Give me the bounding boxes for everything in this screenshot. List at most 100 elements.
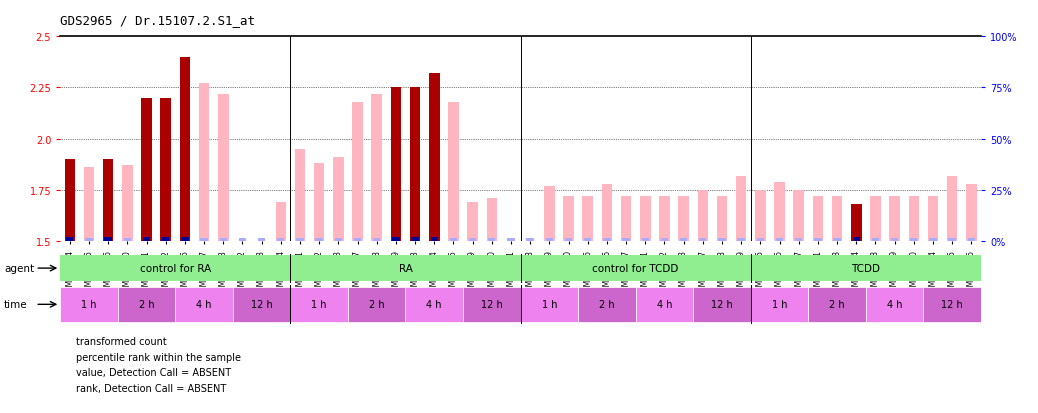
Bar — [774, 182, 785, 242]
Bar — [736, 176, 746, 242]
Bar — [239, 239, 246, 242]
Bar — [891, 239, 898, 242]
Text: 2 h: 2 h — [829, 299, 845, 309]
Bar — [449, 239, 457, 242]
Bar — [967, 239, 975, 242]
Bar — [831, 197, 842, 242]
Bar — [908, 197, 919, 242]
Bar — [678, 197, 689, 242]
Bar — [603, 239, 610, 242]
Bar — [390, 88, 401, 242]
Bar — [924, 287, 981, 322]
Text: 2 h: 2 h — [139, 299, 155, 309]
Bar — [795, 239, 802, 242]
Bar — [757, 239, 764, 242]
Bar — [141, 98, 152, 242]
Bar — [373, 239, 380, 242]
Bar — [257, 239, 266, 242]
Bar — [448, 102, 459, 242]
Text: 1 h: 1 h — [772, 299, 787, 309]
Text: control for TCDD: control for TCDD — [593, 263, 679, 273]
Bar — [291, 287, 348, 322]
Bar — [348, 287, 406, 322]
Bar — [928, 197, 938, 242]
Bar — [410, 88, 420, 242]
Bar — [487, 199, 497, 242]
Bar — [584, 239, 592, 242]
Text: RA: RA — [399, 263, 412, 273]
Text: TCDD: TCDD — [851, 263, 880, 273]
Text: 2 h: 2 h — [599, 299, 614, 309]
Bar — [947, 176, 957, 242]
Bar — [872, 239, 879, 242]
Bar — [275, 203, 286, 242]
Bar — [890, 197, 900, 242]
Bar — [699, 239, 707, 242]
Bar — [966, 184, 977, 242]
Bar — [175, 287, 233, 322]
Bar — [469, 239, 476, 242]
Bar — [372, 95, 382, 242]
Bar — [182, 237, 189, 242]
Bar — [200, 239, 208, 242]
Bar — [354, 239, 361, 242]
Bar — [406, 287, 463, 322]
Bar — [84, 168, 94, 242]
Bar — [635, 287, 693, 322]
Bar — [565, 239, 572, 242]
Bar — [467, 203, 477, 242]
Bar — [813, 197, 823, 242]
Text: time: time — [4, 299, 28, 310]
Bar — [659, 197, 670, 242]
Bar — [85, 239, 92, 242]
Text: rank, Detection Call = ABSENT: rank, Detection Call = ABSENT — [76, 383, 226, 393]
Bar — [105, 237, 112, 242]
Bar — [295, 150, 305, 242]
Bar — [814, 239, 821, 242]
Bar — [949, 239, 956, 242]
Bar — [313, 164, 325, 242]
Bar — [334, 239, 343, 242]
Text: value, Detection Call = ABSENT: value, Detection Call = ABSENT — [76, 368, 230, 377]
Bar — [233, 287, 291, 322]
Bar — [582, 197, 593, 242]
Text: GDS2965 / Dr.15107.2.S1_at: GDS2965 / Dr.15107.2.S1_at — [60, 14, 255, 27]
Bar — [352, 102, 363, 242]
Bar — [143, 237, 151, 242]
Bar — [291, 255, 521, 282]
Bar — [122, 166, 133, 242]
Bar — [180, 58, 190, 242]
Text: 12 h: 12 h — [711, 299, 733, 309]
Text: 1 h: 1 h — [542, 299, 557, 309]
Bar — [161, 98, 171, 242]
Bar — [910, 239, 918, 242]
Bar — [718, 239, 726, 242]
Bar — [793, 190, 804, 242]
Bar — [463, 287, 521, 322]
Bar — [220, 239, 227, 242]
Text: 4 h: 4 h — [886, 299, 902, 309]
Text: 4 h: 4 h — [657, 299, 673, 309]
Bar — [508, 239, 515, 242]
Bar — [521, 287, 578, 322]
Bar — [218, 95, 228, 242]
Bar — [641, 239, 649, 242]
Bar — [809, 287, 866, 322]
Text: 1 h: 1 h — [311, 299, 327, 309]
Text: 4 h: 4 h — [427, 299, 442, 309]
Bar — [640, 197, 651, 242]
Bar — [750, 255, 981, 282]
Bar — [124, 239, 131, 242]
Bar — [578, 287, 635, 322]
Bar — [698, 190, 708, 242]
Bar — [103, 160, 113, 242]
Bar — [852, 237, 859, 242]
Bar — [411, 237, 418, 242]
Bar — [392, 237, 400, 242]
Bar — [775, 239, 784, 242]
Bar — [750, 287, 809, 322]
Bar — [623, 239, 630, 242]
Bar — [834, 239, 841, 242]
Bar — [60, 255, 291, 282]
Bar — [544, 186, 554, 242]
